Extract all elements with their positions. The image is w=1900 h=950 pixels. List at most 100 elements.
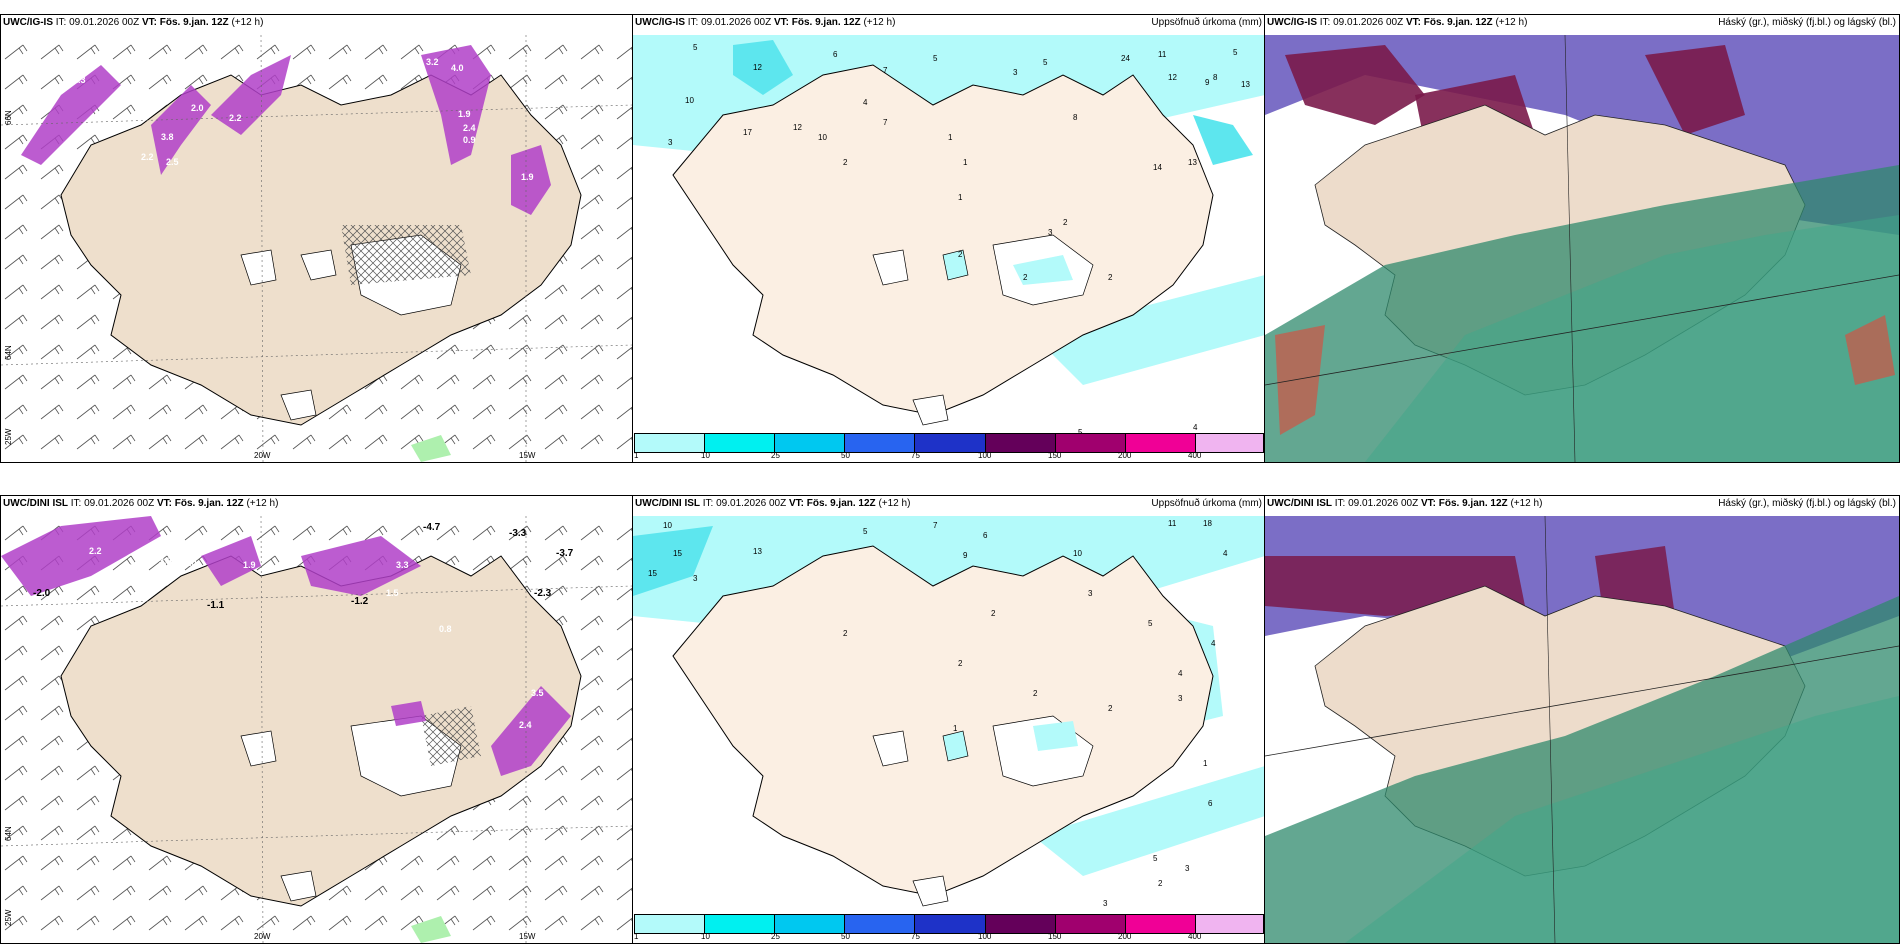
lon-label-15w: 15W <box>519 932 536 941</box>
svg-text:4: 4 <box>1178 669 1183 678</box>
svg-text:10: 10 <box>1073 549 1082 558</box>
svg-text:5: 5 <box>1078 428 1083 437</box>
precip-colorbar <box>634 433 1264 453</box>
svg-text:2.3: 2.3 <box>73 75 86 85</box>
svg-text:4: 4 <box>1211 639 1216 648</box>
cloud-title: Háský (gr.), miðský (fj.bl.) og lágský (… <box>1718 17 1896 28</box>
svg-text:1.9: 1.9 <box>521 172 534 182</box>
svg-text:7: 7 <box>883 66 888 75</box>
svg-text:0.8: 0.8 <box>439 624 452 634</box>
panel-header: UWC/DINI ISL IT: 09.01.2026 00Z VT: Fös.… <box>635 498 911 509</box>
svg-text:1: 1 <box>948 133 953 142</box>
lon-label-20w: 20W <box>254 451 271 460</box>
svg-text:5: 5 <box>1153 854 1158 863</box>
panel-header: UWC/DINI ISL IT: 09.01.2026 00Z VT: Fös.… <box>1267 498 1543 509</box>
lon-label-20w: 20W <box>254 932 271 941</box>
svg-text:5: 5 <box>863 527 868 536</box>
svg-text:-3.3: -3.3 <box>509 528 527 539</box>
svg-text:9: 9 <box>1205 78 1210 87</box>
svg-text:1: 1 <box>953 724 958 733</box>
cloud-title: Háský (gr.), miðský (fj.bl.) og lágský (… <box>1718 498 1896 509</box>
svg-text:6: 6 <box>1208 799 1213 808</box>
svg-text:4: 4 <box>863 98 868 107</box>
svg-text:1: 1 <box>958 193 963 202</box>
svg-text:8: 8 <box>1073 113 1078 122</box>
svg-text:3: 3 <box>693 574 698 583</box>
temp-wind-panel-top: UWC/IG-IS IT: 09.01.2026 00Z VT: Fös. 9.… <box>0 14 633 463</box>
svg-text:1.9: 1.9 <box>243 560 256 570</box>
svg-text:3: 3 <box>1048 228 1053 237</box>
precip-panel-bottom: UWC/DINI ISL IT: 09.01.2026 00Z VT: Fös.… <box>632 495 1266 944</box>
svg-text:12: 12 <box>1168 73 1177 82</box>
svg-text:1.5: 1.5 <box>386 588 399 598</box>
cloud-panel-bottom: UWC/DINI ISL IT: 09.01.2026 00Z VT: Fös.… <box>1264 495 1900 944</box>
svg-text:17: 17 <box>743 128 752 137</box>
svg-text:2: 2 <box>1108 273 1113 282</box>
precip-title: Uppsöfnuð úrkoma (mm) <box>1151 498 1262 509</box>
svg-text:2.2: 2.2 <box>229 113 242 123</box>
svg-text:2: 2 <box>843 629 848 638</box>
svg-text:6: 6 <box>833 50 838 59</box>
svg-text:2: 2 <box>1108 704 1113 713</box>
svg-text:15: 15 <box>673 549 682 558</box>
svg-text:4.0: 4.0 <box>451 63 464 73</box>
cloud-map <box>1265 35 1899 462</box>
precip-panel-top: UWC/IG-IS IT: 09.01.2026 00Z VT: Fös. 9.… <box>632 14 1266 463</box>
precip-map: 5 6 7 5 3 5 24 11 5 10 12 17 12 10 7 4 8… <box>633 35 1265 437</box>
svg-text:2: 2 <box>958 659 963 668</box>
svg-text:0.9: 0.9 <box>463 135 476 145</box>
svg-text:7: 7 <box>883 118 888 127</box>
panel-header: UWC/IG-IS IT: 09.01.2026 00Z VT: Fös. 9.… <box>1267 17 1528 28</box>
svg-text:2.2: 2.2 <box>141 152 154 162</box>
svg-text:4.7: 4.7 <box>51 85 64 95</box>
svg-text:2.4: 2.4 <box>519 720 532 730</box>
svg-text:2: 2 <box>1158 879 1163 888</box>
svg-text:3: 3 <box>1185 864 1190 873</box>
svg-text:4: 4 <box>1223 549 1228 558</box>
svg-text:13: 13 <box>1241 80 1250 89</box>
svg-text:18: 18 <box>1203 519 1212 528</box>
svg-text:3.8: 3.8 <box>161 132 174 142</box>
precip-map: 10 15 5 7 6 13 11 9 10 18 4 15 3 2 2 5 3… <box>633 516 1265 908</box>
temp-wind-panel-bottom: UWC/DINI ISL IT: 09.01.2026 00Z VT: Fös.… <box>0 495 633 944</box>
temp-wind-map: 2.6 4.7 2.3 3.8 2.0 2.2 1.9 2.4 0.9 4.0 … <box>1 35 632 462</box>
svg-text:1: 1 <box>1203 759 1208 768</box>
svg-text:8: 8 <box>1213 73 1218 82</box>
precip-colorbar-ticks: 1 10 25 50 75 100 150 200 400 <box>634 451 1202 460</box>
svg-text:3.6: 3.6 <box>129 558 142 568</box>
svg-text:2.0: 2.0 <box>184 558 197 568</box>
svg-text:3: 3 <box>668 138 673 147</box>
svg-text:-4.7: -4.7 <box>423 522 441 533</box>
svg-text:7: 7 <box>933 521 938 530</box>
svg-text:3.9: 3.9 <box>159 556 172 566</box>
svg-text:11: 11 <box>1168 519 1177 528</box>
svg-text:14: 14 <box>1153 163 1162 172</box>
svg-text:-3.7: -3.7 <box>556 548 574 559</box>
svg-text:-1.1: -1.1 <box>207 600 225 611</box>
lat-label-66n: 66N <box>4 110 13 125</box>
svg-text:2.6: 2.6 <box>39 102 52 112</box>
svg-text:12: 12 <box>793 123 802 132</box>
svg-text:3: 3 <box>1088 589 1093 598</box>
svg-text:2: 2 <box>991 609 996 618</box>
svg-text:11: 11 <box>1158 50 1167 59</box>
precip-title: Uppsöfnuð úrkoma (mm) <box>1151 17 1262 28</box>
svg-text:3: 3 <box>1013 68 1018 77</box>
svg-text:2: 2 <box>958 250 963 259</box>
lon-label-25w: 25W <box>4 909 13 926</box>
svg-text:5: 5 <box>1043 58 1048 67</box>
lat-label-64n: 64N <box>4 826 13 841</box>
svg-text:2: 2 <box>1033 689 1038 698</box>
svg-text:12: 12 <box>753 63 762 72</box>
svg-text:-2.3: -2.3 <box>534 588 552 599</box>
svg-text:2.5: 2.5 <box>166 157 179 167</box>
svg-text:13: 13 <box>1188 158 1197 167</box>
panel-header: UWC/IG-IS IT: 09.01.2026 00Z VT: Fös. 9.… <box>635 17 896 28</box>
precip-colorbar-ticks: 1 10 25 50 75 100 150 200 400 <box>634 932 1202 941</box>
svg-text:10: 10 <box>663 521 672 530</box>
lon-label-25w: 25W <box>4 428 13 445</box>
svg-text:9: 9 <box>963 551 968 560</box>
svg-text:3.2: 3.2 <box>426 57 439 67</box>
svg-text:4: 4 <box>1193 423 1198 432</box>
svg-text:6: 6 <box>983 531 988 540</box>
